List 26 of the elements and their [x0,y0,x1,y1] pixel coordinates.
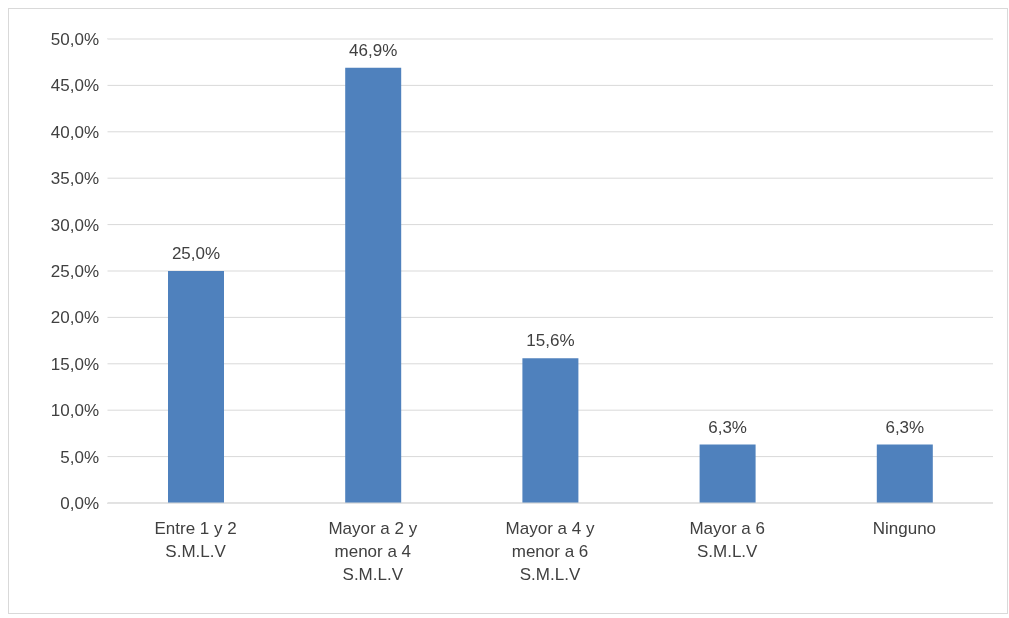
x-tick-label: Mayor a 4 y menor a 6 S.M.L.V [505,519,595,585]
y-tick-label: 30,0% [50,215,99,235]
y-tick-label: 0,0% [60,494,99,514]
y-tick-label: 40,0% [50,122,99,142]
data-label: 15,6% [526,331,575,351]
x-tick-label: Mayor a 2 y menor a 4 S.M.L.V [328,519,418,585]
x-tick-label: Mayor a 6 S.M.L.V [689,519,765,562]
y-tick-label: 45,0% [50,76,99,96]
bar [345,67,402,503]
bar [876,444,933,503]
y-tick-label: 10,0% [50,401,99,421]
y-tick-label: 50,0% [50,30,99,50]
data-label: 6,3% [885,417,925,437]
y-tick-label: 25,0% [50,262,99,282]
y-tick-label: 20,0% [50,308,99,328]
x-tick-label: Entre 1 y 2 S.M.L.V [154,519,237,562]
y-tick-label: 15,0% [50,354,99,374]
data-label: 46,9% [349,40,398,60]
data-label: 25,0% [171,244,221,263]
bar [522,358,579,503]
x-tick-label: Ninguno [872,519,937,539]
bar [168,271,224,503]
y-tick-label: 35,0% [50,169,99,189]
y-tick-label: 5,0% [60,447,99,467]
bar [699,444,756,503]
data-label: 6,3% [708,417,747,437]
